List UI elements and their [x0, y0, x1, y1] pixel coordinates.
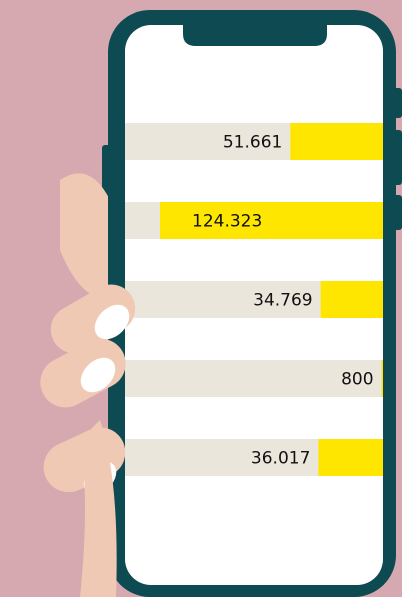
- bar: [320, 281, 383, 318]
- bar: [290, 123, 383, 160]
- palm: [60, 173, 110, 300]
- value-label: 124.323: [192, 212, 262, 232]
- value-label: 36.017: [251, 449, 310, 469]
- value-label: 51.661: [223, 133, 282, 153]
- bar-track: [125, 360, 383, 397]
- phone-notch: [183, 25, 327, 46]
- bar: [318, 439, 383, 476]
- value-label: 34.769: [253, 291, 312, 311]
- bar-chart: 51.661 124.323 34.769 800 36.017: [125, 123, 383, 476]
- hand: [40, 284, 136, 597]
- value-label: 800: [341, 370, 373, 390]
- bar: [381, 360, 383, 397]
- bar: [160, 202, 383, 239]
